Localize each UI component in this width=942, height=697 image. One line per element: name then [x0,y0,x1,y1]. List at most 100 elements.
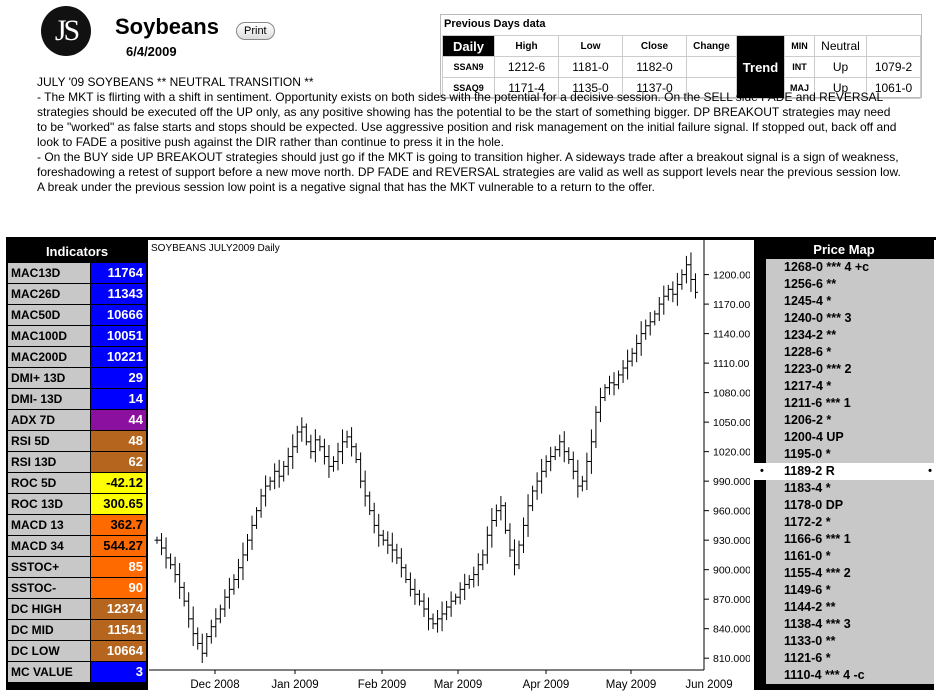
indicator-row: ROC 13D 300.65 [6,494,148,514]
x-tick-label: Feb 2009 [358,679,407,691]
indicator-row: MC VALUE 3 [6,662,148,682]
indicator-label: SSTOC+ [8,557,90,577]
indicator-value: 62 [91,452,146,472]
indicator-value: -42.12 [91,473,146,493]
price-map-level: 1240-0 *** 3 [766,310,934,327]
indicator-value: 29 [91,368,146,388]
price-map-panel: Price Map 1268-0 *** 4 +c 1256-6 ** 1245-4… [754,240,934,690]
price-map-level: 1110-4 *** 4 -c [766,667,934,684]
trend-maj-value: Up [814,77,867,99]
y-tick-label: 1200.00 [713,270,750,282]
trend-maj-level: 1061-0 [866,77,921,99]
ssaq9-high: 1171-4 [494,77,559,99]
indicator-value: 10666 [91,305,146,325]
indicator-value: 362.7 [91,515,146,535]
indicator-value: 3 [91,662,146,682]
chart-title: SOYBEANS JULY2009 Daily [151,243,280,254]
y-tick-label: 900.000 [713,565,750,577]
indicator-value: 44 [91,410,146,430]
price-map-list: 1268-0 *** 4 +c 1256-6 ** 1245-4 * 1240-0 *… [754,259,934,684]
price-map-level: 1121-6 * [766,650,934,667]
trend-min-label: MIN [784,35,815,57]
daily-label: Daily [442,35,495,57]
indicator-value: 11764 [91,263,146,283]
price-map-level: 1161-0 * [766,548,934,565]
previous-days-title: Previous Days data [444,18,546,30]
price-map-level: 1234-2 ** [766,327,934,344]
price-map-level: 1211-6 *** 1 [766,395,934,412]
y-tick-label: 960.000 [713,506,750,518]
indicator-label: MACD 34 [8,536,90,556]
y-tick-label: 990.000 [713,476,750,488]
previous-days-table: Daily High Low Close Change Trend MIN Ne… [442,35,921,99]
indicator-row: RSI 13D 62 [6,452,148,472]
price-map-level: 1256-6 ** [766,276,934,293]
indicator-value: 10221 [91,347,146,367]
indicator-label: MC VALUE [8,662,90,682]
price-map-level: 1228-6 * [766,344,934,361]
indicator-label: ROC 5D [8,473,90,493]
indicator-row: MAC200D 10221 [6,347,148,367]
y-tick-label: 810.000 [713,653,750,665]
indicator-label: DMI- 13D [8,389,90,409]
indicator-row: RSI 5D 48 [6,431,148,451]
indicator-label: ROC 13D [8,494,90,514]
x-tick-label: Jun 2009 [685,679,732,691]
trend-min-level [866,35,921,57]
indicator-label: DC LOW [8,641,90,661]
indicator-label: MAC13D [8,263,90,283]
trend-int-level: 1079-2 [866,56,921,78]
indicator-label: MAC26D [8,284,90,304]
indicator-label: MACD 13 [8,515,90,535]
indicators-panel: Indicators MAC13D 11764 MAC26D 11343 MAC50D 1… [6,240,148,690]
indicator-value: 85 [91,557,146,577]
indicator-label: MAC50D [8,305,90,325]
indicator-label: RSI 5D [8,431,90,451]
price-map-level: 1172-2 * [766,514,934,531]
ssaq9-change [686,77,737,99]
y-tick-label: 870.000 [713,594,750,606]
price-map-level: 1155-4 *** 2 [766,565,934,582]
previous-days-panel: Previous Days data Daily High Low Close … [440,14,922,99]
x-tick-label: Apr 2009 [523,679,570,691]
commentary-heading: JULY '09 SOYBEANS ** NEUTRAL TRANSITION … [37,75,314,89]
indicator-row: MAC100D 10051 [6,326,148,346]
print-button[interactable]: Print [236,22,275,40]
indicator-value: 14 [91,389,146,409]
price-map-level: 1200-4 UP [766,429,934,446]
indicator-row: MACD 34 544.27 [6,536,148,556]
logo: JS [41,6,91,56]
indicators-title: Indicators [45,244,109,259]
indicator-value: 10051 [91,326,146,346]
indicator-row: ADX 7D 44 [6,410,148,430]
ssan9-low: 1181-0 [558,56,623,78]
indicator-row: DMI+ 13D 29 [6,368,148,388]
trend-int-value: Up [814,56,867,78]
price-map-level: 1138-4 *** 3 [766,616,934,633]
column-close: Close [622,35,687,57]
price-map-level: 1195-0 * [766,446,934,463]
price-map-level: 1166-6 *** 1 [766,531,934,548]
indicator-value: 544.27 [91,536,146,556]
column-high: High [494,35,559,57]
price-map-level: 1133-0 ** [766,633,934,650]
price-map-level: 1149-6 * [766,582,934,599]
y-tick-label: 930.000 [713,535,750,547]
page-title: Soybeans [115,14,219,39]
indicator-value: 12374 [91,599,146,619]
indicator-label: DMI+ 13D [8,368,90,388]
price-map-title: Price Map [813,242,875,257]
price-map-level: 1178-0 DP [766,497,934,514]
indicator-value: 90 [91,578,146,598]
y-tick-label: 1140.00 [713,329,750,341]
indicator-row: MAC50D 10666 [6,305,148,325]
report-date: 6/4/2009 [126,44,177,59]
trend-min-value: Neutral [814,35,867,57]
y-tick-label: 1050.00 [713,417,750,429]
trend-label: Trend [736,35,785,99]
indicator-label: MAC200D [8,347,90,367]
indicator-value: 48 [91,431,146,451]
indicator-row: MACD 13 362.7 [6,515,148,535]
indicator-row: SSTOC- 90 [6,578,148,598]
indicator-row: MAC13D 11764 [6,263,148,283]
